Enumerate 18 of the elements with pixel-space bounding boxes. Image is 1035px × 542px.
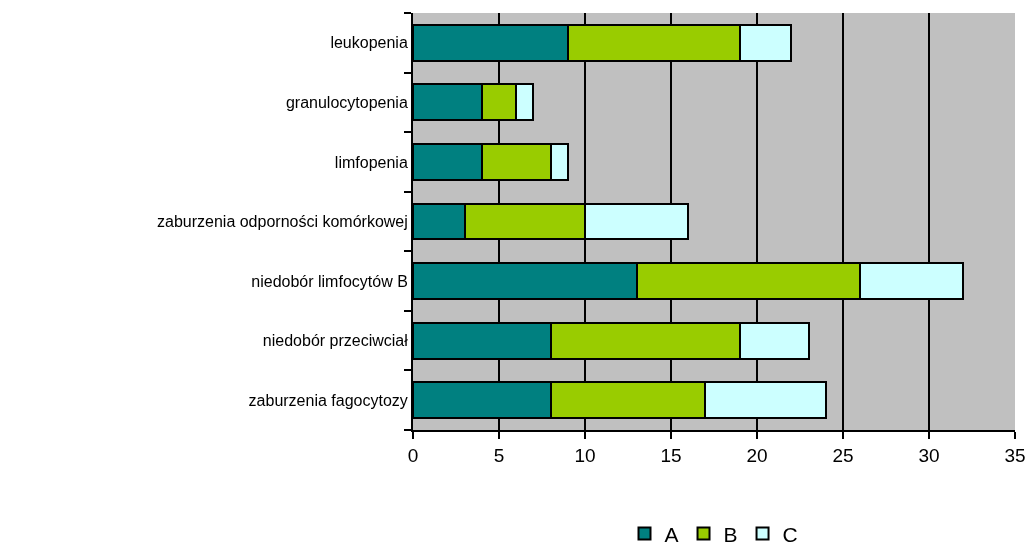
x-tick-label: 25 bbox=[832, 444, 854, 466]
legend-label: A bbox=[664, 522, 679, 542]
x-tick-label: 10 bbox=[574, 444, 596, 466]
x-tick-label: 15 bbox=[660, 444, 682, 466]
legend-label: C bbox=[782, 522, 798, 542]
y-tick-label: zaburzenia odporności komórkowej bbox=[157, 213, 408, 231]
legend-label: B bbox=[723, 522, 738, 542]
y-tick-label: limfopenia bbox=[334, 153, 408, 171]
y-tick-label: leukopenia bbox=[330, 34, 408, 52]
y-tick-label: niedobór limfocytów B bbox=[251, 272, 408, 290]
x-tick-label: 20 bbox=[746, 444, 768, 466]
x-tick-label: 0 bbox=[407, 444, 419, 466]
y-tick-label: niedobór przeciwciał bbox=[262, 332, 409, 350]
y-tick-label: granulocytopenia bbox=[285, 93, 408, 111]
x-tick-label: 5 bbox=[493, 444, 505, 466]
x-tick-label: 30 bbox=[918, 444, 940, 466]
x-tick-label: 35 bbox=[1004, 444, 1026, 466]
y-tick-label: zaburzenia fagocytozy bbox=[248, 391, 408, 409]
